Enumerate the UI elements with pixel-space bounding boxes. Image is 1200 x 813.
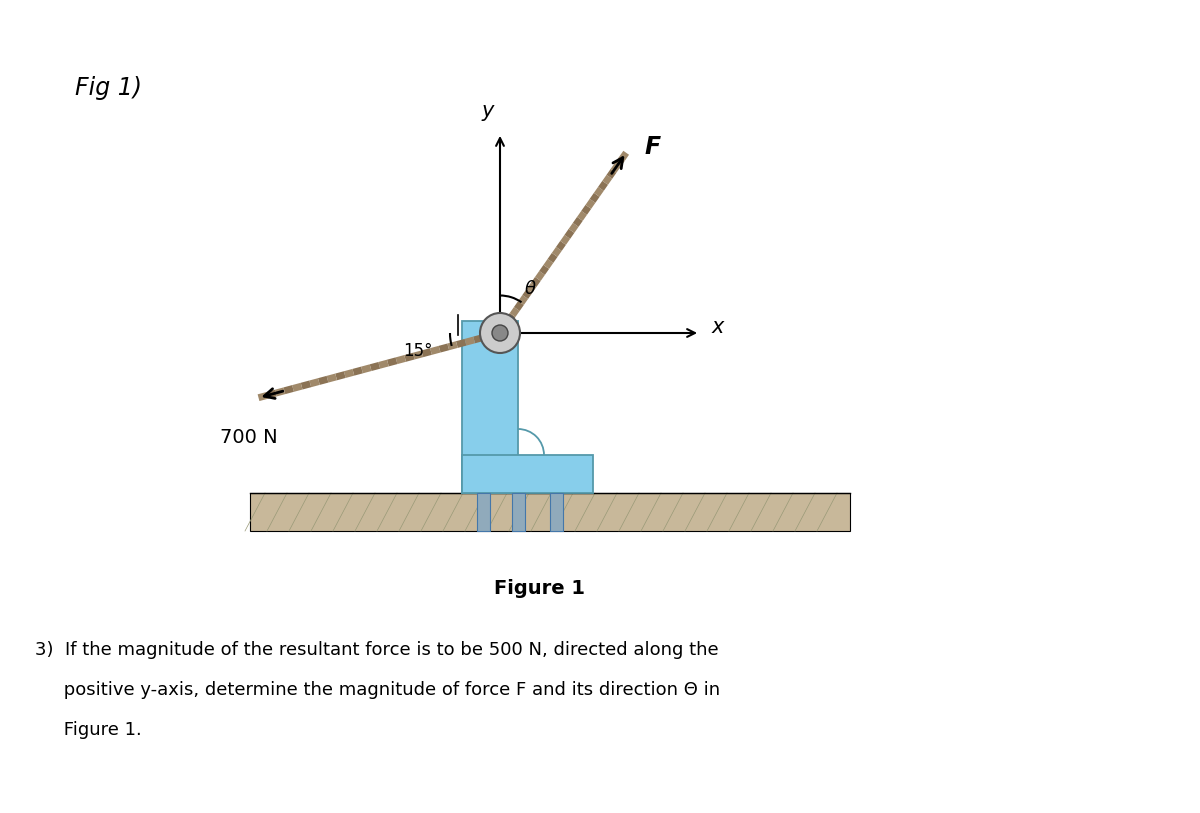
Polygon shape — [550, 493, 563, 531]
Polygon shape — [462, 455, 593, 493]
Text: Figure 1: Figure 1 — [494, 579, 586, 598]
Polygon shape — [478, 493, 490, 531]
Text: y: y — [482, 101, 494, 121]
Polygon shape — [512, 493, 526, 531]
Circle shape — [480, 313, 520, 353]
Text: x: x — [712, 317, 725, 337]
Circle shape — [492, 325, 508, 341]
Text: 3)  If the magnitude of the resultant force is to be 500 N, directed along the: 3) If the magnitude of the resultant for… — [35, 641, 719, 659]
Text: θ: θ — [524, 280, 535, 298]
Polygon shape — [462, 321, 518, 493]
Text: 15°: 15° — [403, 342, 433, 360]
Text: 700 N: 700 N — [220, 428, 277, 446]
Polygon shape — [250, 493, 850, 531]
Text: Figure 1.: Figure 1. — [35, 721, 142, 739]
Text: F: F — [644, 135, 660, 159]
Text: positive y-axis, determine the magnitude of force F and its direction Θ in: positive y-axis, determine the magnitude… — [35, 681, 720, 699]
Text: Fig 1): Fig 1) — [74, 76, 142, 100]
